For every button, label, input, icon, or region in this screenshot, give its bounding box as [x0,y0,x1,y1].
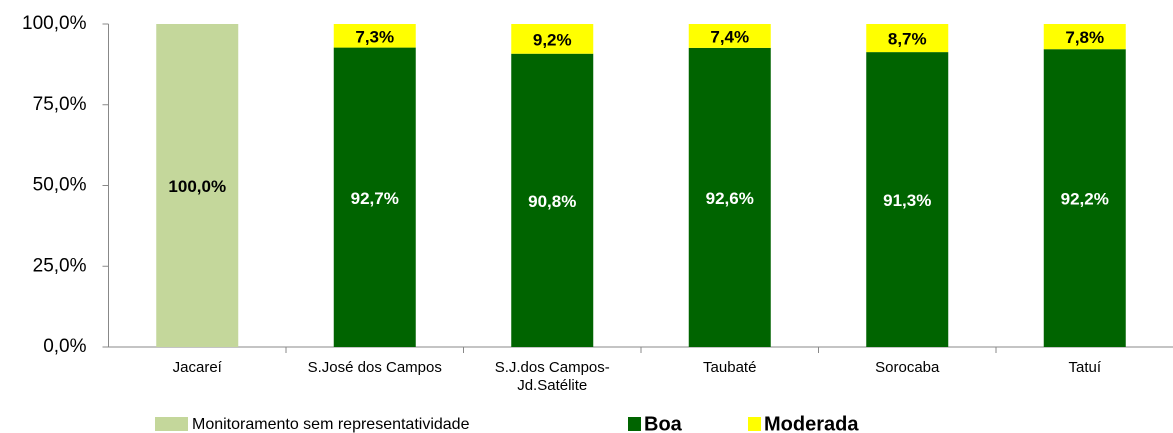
bar-segment [688,47,771,347]
y-tick-label: 0,0% [43,336,86,357]
bar-segment [156,24,239,347]
bar-segment [1043,24,1126,50]
legend-swatch [628,417,641,431]
value-label: 100,0% [168,177,226,196]
y-tick-label: 100,0% [22,13,87,34]
x-tick-label: S.José dos Campos [307,359,442,376]
x-tick-label: Jacareí [172,359,222,376]
y-tick-label: 25,0% [33,255,87,276]
bar-segment [333,24,416,48]
value-label: 8,7% [888,30,927,49]
legend-swatch [748,417,761,431]
value-label: 7,3% [355,27,394,46]
value-label: 91,3% [883,191,931,210]
legend-label: Moderada [764,413,859,433]
value-label: 90,8% [528,192,576,211]
bar-segment [333,47,416,347]
legend-label: Monitoramento sem representatividade [192,416,470,433]
bar-segment [688,24,771,48]
bar-segment [1043,49,1126,347]
legend-label: Boa [644,413,683,433]
bar-segment [866,52,949,347]
value-label: 92,6% [706,189,754,208]
y-tick-label: 50,0% [33,175,87,196]
bar-segment [866,24,949,53]
x-tick-label: Taubaté [703,359,757,376]
value-label: 7,4% [710,27,749,46]
legend-swatch [155,417,188,431]
value-label: 9,2% [533,30,572,49]
value-label: 92,2% [1061,190,1109,209]
y-tick-label: 75,0% [33,94,87,115]
x-tick-label: Tatuí [1068,359,1102,376]
bar-segment [511,24,594,54]
bar-segment [511,53,594,347]
x-tick-label: S.J.dos Campos- Jd.Satélite [494,359,610,394]
value-label: 7,8% [1065,28,1104,47]
value-label: 92,7% [351,189,399,208]
x-tick-label: Sorocaba [875,359,940,376]
